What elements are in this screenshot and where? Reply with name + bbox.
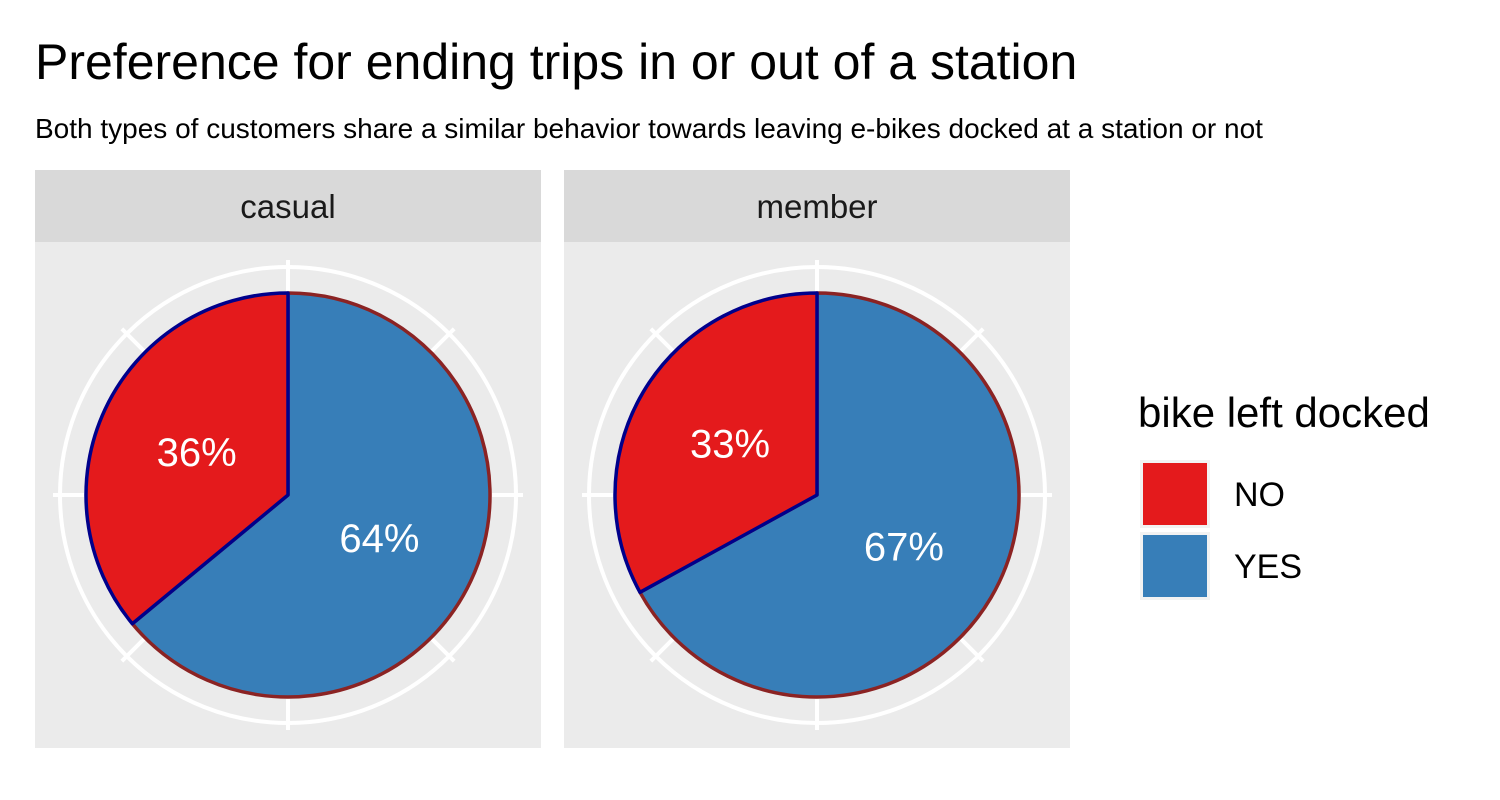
legend-swatch bbox=[1143, 463, 1207, 525]
slice-label-yes: 64% bbox=[339, 517, 419, 561]
slice-label-yes: 67% bbox=[864, 525, 944, 569]
facet-strip bbox=[564, 170, 1070, 242]
facet-panels: casual 64% 36% member 67% 33% bbox=[35, 170, 1070, 748]
legend: bike left docked NO YES bbox=[1138, 389, 1430, 600]
slice-no bbox=[84, 291, 290, 626]
legend-swatch bbox=[1143, 535, 1207, 597]
facet-strip-label: casual bbox=[240, 188, 335, 225]
slice-label-no: 33% bbox=[690, 423, 770, 467]
slice-label-no: 36% bbox=[157, 431, 237, 475]
facet-strip bbox=[35, 170, 541, 242]
facet-casual: casual 64% 36% bbox=[35, 170, 541, 748]
slice-no bbox=[613, 291, 819, 595]
chart-title: Preference for ending trips in or out of… bbox=[35, 34, 1078, 90]
legend-label: NO bbox=[1234, 476, 1285, 514]
facet-strip-label: member bbox=[756, 188, 877, 225]
legend-item-no: NO bbox=[1140, 460, 1285, 528]
chart-subtitle: Both types of customers share a similar … bbox=[35, 113, 1263, 144]
legend-label: YES bbox=[1234, 548, 1302, 586]
legend-item-yes: YES bbox=[1140, 532, 1302, 600]
slice-yes bbox=[130, 291, 492, 699]
legend-items: NO YES bbox=[1140, 460, 1302, 600]
facet-member: member 67% 33% bbox=[564, 170, 1070, 748]
legend-title: bike left docked bbox=[1138, 389, 1430, 436]
slice-yes bbox=[638, 291, 1021, 699]
